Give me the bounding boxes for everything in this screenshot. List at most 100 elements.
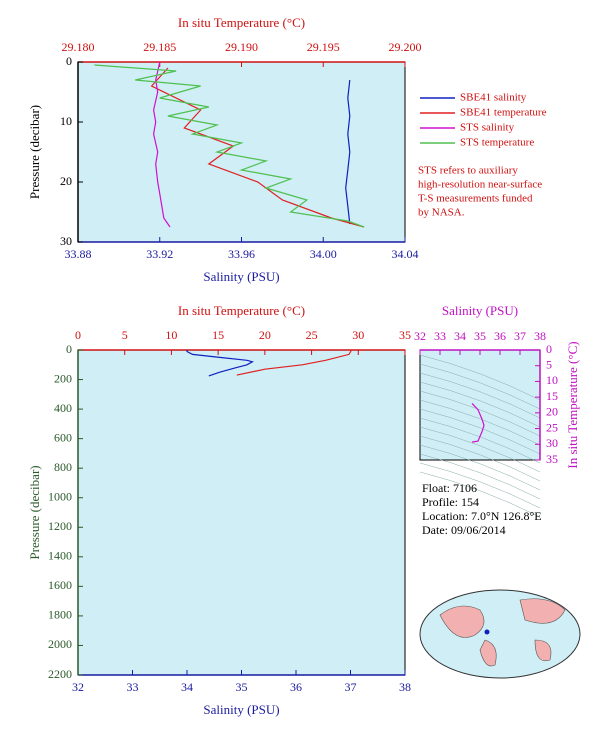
profile-line bbox=[186, 350, 254, 377]
x2-tick-label: 5 bbox=[122, 328, 128, 342]
y-tick-label: 0 bbox=[66, 342, 72, 356]
x2-tick-label: 29.195 bbox=[307, 40, 340, 54]
note-line: by NASA. bbox=[418, 207, 465, 219]
y-axis-title: In situ Temperature (°C) bbox=[565, 341, 580, 468]
density-contour bbox=[419, 426, 541, 473]
x-tick-label: 32 bbox=[72, 680, 84, 694]
y-tick-label: 1400 bbox=[48, 549, 72, 563]
x2-tick-label: 29.180 bbox=[62, 40, 95, 54]
y-tick-label: 30 bbox=[60, 234, 72, 248]
y-tick-label: 600 bbox=[54, 430, 72, 444]
info-line: Location: 7.0°N 126.8°E bbox=[422, 509, 542, 523]
density-contour bbox=[419, 372, 541, 419]
y-tick-label: 800 bbox=[54, 460, 72, 474]
y-tick-label: 1200 bbox=[48, 519, 72, 533]
y-tick-label: 400 bbox=[54, 401, 72, 415]
plot-area bbox=[77, 61, 406, 243]
y-tick-label: 20 bbox=[60, 174, 72, 188]
y-tick-label: 2200 bbox=[48, 667, 72, 681]
x-tick-label: 34.00 bbox=[310, 247, 337, 261]
x2-tick-label: 20 bbox=[259, 328, 271, 342]
x2-axis-title: In situ Temperature (°C) bbox=[178, 303, 305, 318]
note-line: high-resolution near-surface bbox=[418, 179, 542, 191]
x2-tick-label: 25 bbox=[306, 328, 318, 342]
x2-tick-label: 0 bbox=[75, 328, 81, 342]
profile-line bbox=[236, 350, 352, 376]
info-line: Profile: 154 bbox=[422, 495, 479, 509]
density-contour bbox=[419, 444, 541, 491]
x2-tick-label: 29.200 bbox=[389, 40, 422, 54]
x-tick-label: 36 bbox=[290, 680, 302, 694]
x2-tick-label: 10 bbox=[165, 328, 177, 342]
density-contour bbox=[419, 390, 541, 437]
profile-line bbox=[471, 402, 485, 443]
note-line: STS refers to auxiliary bbox=[418, 165, 518, 177]
y-tick-label: 1800 bbox=[48, 608, 72, 622]
legend-label: SBE41 salinity bbox=[460, 92, 527, 104]
density-contour bbox=[419, 381, 541, 428]
y-tick-label: 200 bbox=[54, 371, 72, 385]
x2-tick-label: 35 bbox=[399, 328, 411, 342]
x2-tick-label: 30 bbox=[352, 328, 364, 342]
x-tick-label: 33 bbox=[434, 329, 446, 343]
y-tick-label: 30 bbox=[546, 436, 558, 450]
y-tick-label: 25 bbox=[546, 420, 558, 434]
y-axis-title: Pressure (decibar) bbox=[27, 465, 42, 559]
y-tick-label: 0 bbox=[66, 54, 72, 68]
density-contour bbox=[419, 435, 541, 482]
density-contour bbox=[419, 453, 541, 500]
profile-line bbox=[152, 61, 171, 228]
density-contour bbox=[419, 354, 541, 401]
y-tick-label: 2000 bbox=[48, 637, 72, 651]
x-tick-label: 33.88 bbox=[65, 247, 92, 261]
y-tick-label: 20 bbox=[546, 405, 558, 419]
x2-tick-label: 29.190 bbox=[225, 40, 258, 54]
legend-label: SBE41 temperature bbox=[460, 107, 547, 119]
float-location bbox=[484, 629, 490, 635]
x-tick-label: 34 bbox=[181, 680, 193, 694]
x-tick-label: 38 bbox=[534, 329, 546, 343]
density-contour bbox=[419, 471, 541, 518]
legend-label: STS temperature bbox=[460, 137, 534, 149]
y-axis-title: Pressure (decibar) bbox=[27, 105, 42, 199]
note-line: T-S measurements funded bbox=[418, 193, 533, 205]
x-tick-label: 38 bbox=[399, 680, 411, 694]
x-tick-label: 37 bbox=[345, 680, 357, 694]
density-contour bbox=[419, 462, 541, 509]
info-line: Date: 09/06/2014 bbox=[422, 523, 506, 537]
density-contour bbox=[419, 363, 541, 410]
x2-tick-label: 29.185 bbox=[143, 40, 176, 54]
x-axis-title: Salinity (PSU) bbox=[203, 702, 279, 717]
y-tick-label: 10 bbox=[60, 114, 72, 128]
x-axis-title: Salinity (PSU) bbox=[442, 303, 518, 318]
profile-line bbox=[345, 79, 351, 225]
x2-tick-label: 15 bbox=[212, 328, 224, 342]
x-tick-label: 33.92 bbox=[146, 247, 173, 261]
y-tick-label: 1000 bbox=[48, 489, 72, 503]
x-tick-label: 32 bbox=[414, 329, 426, 343]
legend-label: STS salinity bbox=[460, 122, 515, 134]
y-tick-label: 10 bbox=[546, 373, 558, 387]
x2-axis-title: In situ Temperature (°C) bbox=[178, 15, 305, 30]
y-tick-label: 5 bbox=[546, 357, 552, 371]
x-tick-label: 33 bbox=[127, 680, 139, 694]
density-contour bbox=[419, 408, 541, 455]
info-line: Float: 7106 bbox=[422, 481, 477, 495]
x-axis-title: Salinity (PSU) bbox=[203, 269, 279, 284]
x-tick-label: 37 bbox=[514, 329, 526, 343]
plot-area bbox=[77, 349, 406, 676]
x-tick-label: 35 bbox=[474, 329, 486, 343]
x-tick-label: 33.96 bbox=[228, 247, 255, 261]
profile-line bbox=[150, 67, 365, 228]
y-tick-label: 15 bbox=[546, 389, 558, 403]
map-land bbox=[439, 598, 566, 667]
density-contour bbox=[419, 399, 541, 446]
x-tick-label: 34 bbox=[454, 329, 466, 343]
y-tick-label: 35 bbox=[546, 452, 558, 466]
x-tick-label: 36 bbox=[494, 329, 506, 343]
profile-line bbox=[94, 64, 365, 228]
x-tick-label: 35 bbox=[236, 680, 248, 694]
x-tick-label: 34.04 bbox=[392, 247, 419, 261]
